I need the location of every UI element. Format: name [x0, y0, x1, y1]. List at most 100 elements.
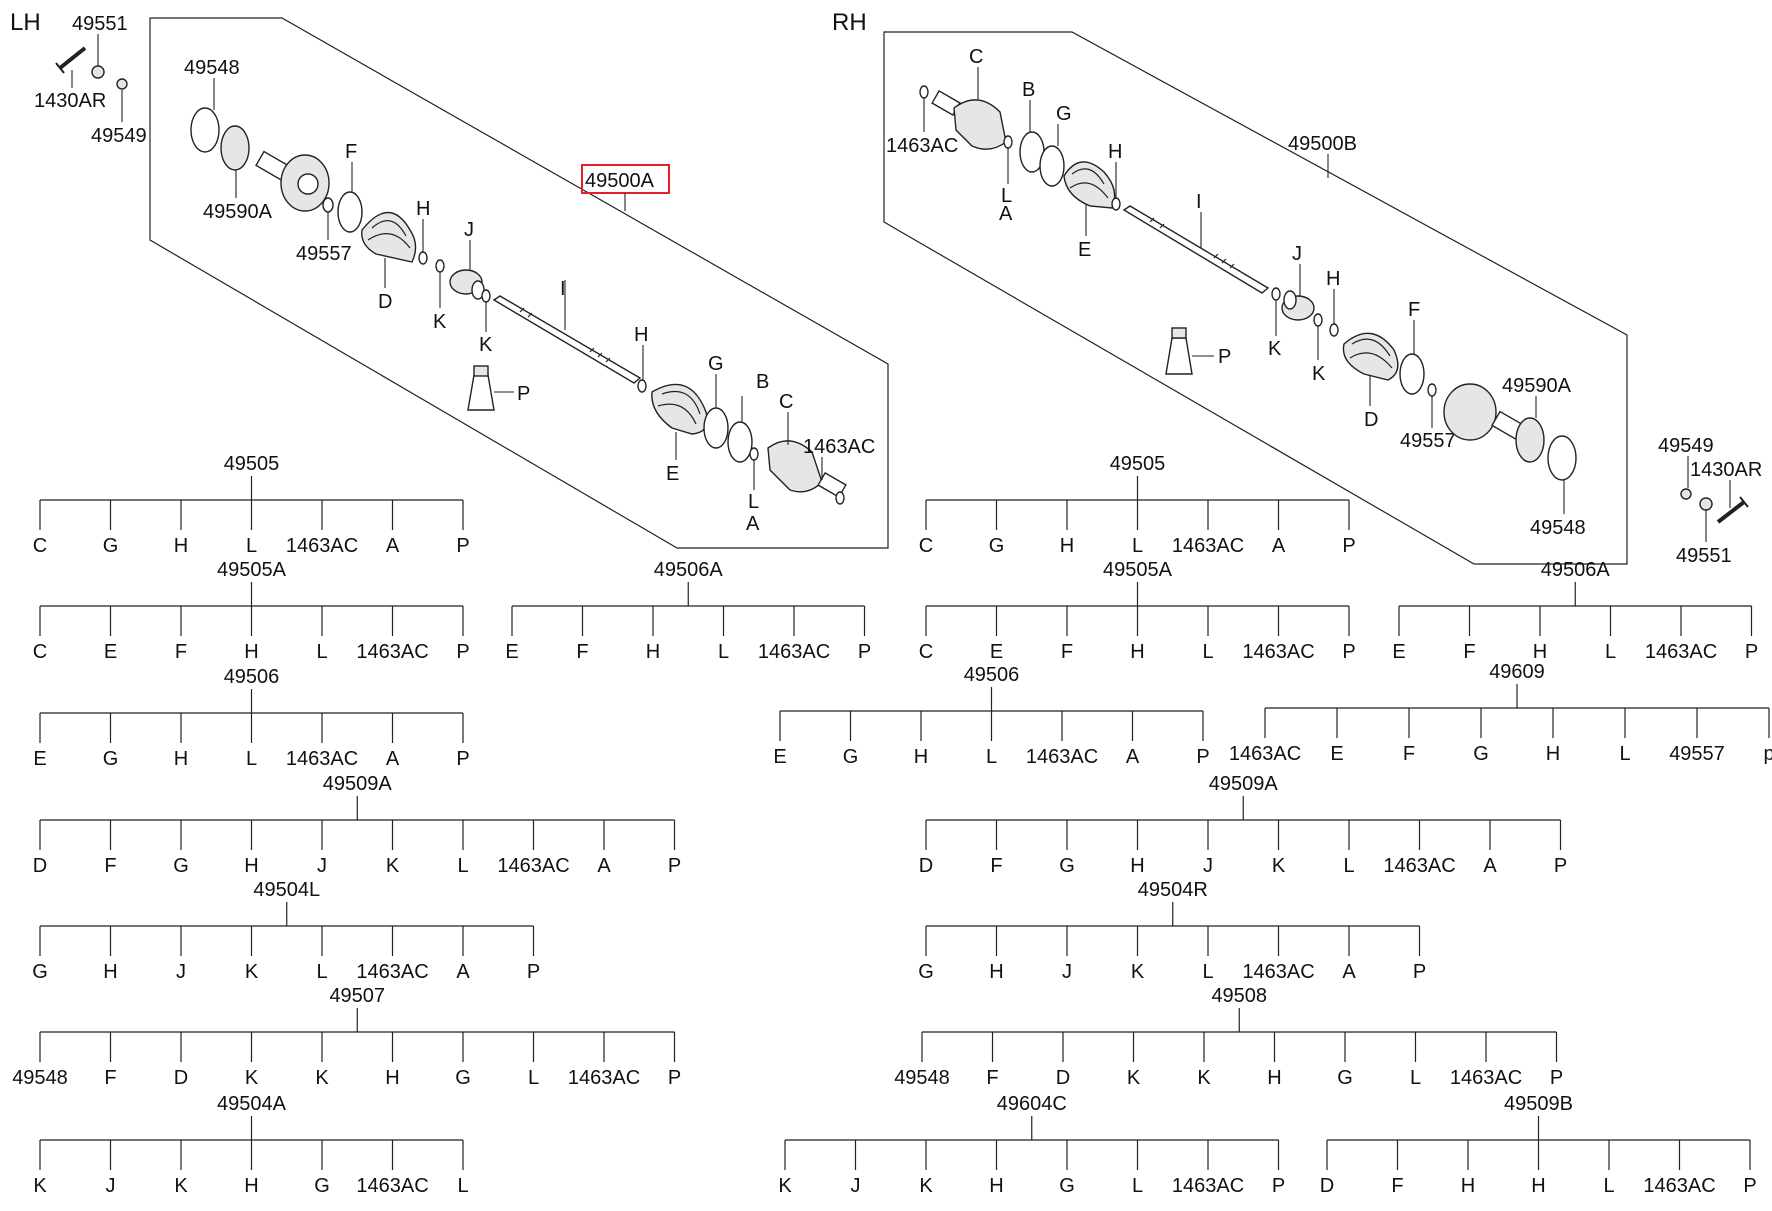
kit-item[interactable]: A: [1126, 746, 1140, 768]
kit-item[interactable]: L: [718, 641, 729, 663]
kit-item[interactable]: J: [1203, 855, 1213, 877]
kit-item[interactable]: P: [1413, 961, 1426, 983]
kit-item[interactable]: K: [919, 1175, 933, 1197]
kit-code[interactable]: 49508: [1211, 985, 1267, 1007]
kit-item[interactable]: C: [33, 641, 47, 663]
kit-item[interactable]: H: [385, 1067, 399, 1089]
kit-item[interactable]: 1463AC: [758, 641, 830, 663]
kit-item[interactable]: E: [990, 641, 1003, 663]
kit-item[interactable]: A: [1272, 535, 1286, 557]
kit-item[interactable]: P: [527, 961, 540, 983]
kit-item[interactable]: F: [1463, 641, 1475, 663]
kit-item[interactable]: L: [1132, 535, 1143, 557]
kit-item[interactable]: P: [1272, 1175, 1285, 1197]
kit-code[interactable]: 49506A: [1541, 559, 1611, 581]
kit-item[interactable]: D: [919, 855, 933, 877]
kit-code[interactable]: 49506: [964, 664, 1020, 686]
kit-item[interactable]: E: [1330, 743, 1343, 765]
kit-item[interactable]: K: [1131, 961, 1145, 983]
kit-item[interactable]: C: [919, 641, 933, 663]
kit-code[interactable]: 49509A: [323, 773, 393, 795]
kit-item[interactable]: L: [457, 1175, 468, 1197]
kit-item[interactable]: H: [1130, 855, 1144, 877]
kit-item[interactable]: C: [33, 535, 47, 557]
kit-item[interactable]: D: [1056, 1067, 1070, 1089]
kit-item[interactable]: G: [843, 746, 859, 768]
kit-item[interactable]: P: [858, 641, 871, 663]
kit-item[interactable]: 1463AC: [1172, 535, 1244, 557]
kit-item[interactable]: H: [174, 748, 188, 770]
kit-item[interactable]: L: [1343, 855, 1354, 877]
kit-item[interactable]: K: [1197, 1067, 1211, 1089]
kit-item[interactable]: G: [455, 1067, 471, 1089]
kit-item[interactable]: P: [1743, 1175, 1756, 1197]
kit-item[interactable]: C: [919, 535, 933, 557]
kit-item[interactable]: P: [668, 855, 681, 877]
kit-item[interactable]: 49548: [12, 1067, 68, 1089]
kit-item[interactable]: F: [104, 855, 116, 877]
kit-item[interactable]: 1463AC: [286, 748, 358, 770]
kit-code[interactable]: 49609: [1489, 661, 1545, 683]
kit-item[interactable]: L: [986, 746, 997, 768]
kit-item[interactable]: G: [989, 535, 1005, 557]
kit-item[interactable]: P: [668, 1067, 681, 1089]
kit-item[interactable]: 1463AC: [286, 535, 358, 557]
kit-item[interactable]: H: [1130, 641, 1144, 663]
kit-item[interactable]: A: [386, 748, 400, 770]
kit-item[interactable]: G: [1059, 855, 1075, 877]
kit-item[interactable]: 1463AC: [1450, 1067, 1522, 1089]
kit-item[interactable]: K: [1272, 855, 1286, 877]
kit-item[interactable]: H: [1533, 641, 1547, 663]
kit-item[interactable]: G: [918, 961, 934, 983]
kit-item[interactable]: P: [1554, 855, 1567, 877]
kit-item[interactable]: F: [990, 855, 1002, 877]
kit-code[interactable]: 49509B: [1504, 1093, 1573, 1115]
kit-code[interactable]: 49505A: [217, 559, 287, 581]
kit-item[interactable]: A: [386, 535, 400, 557]
kit-item[interactable]: 1463AC: [356, 1175, 428, 1197]
kit-item[interactable]: 1463AC: [1229, 743, 1301, 765]
kit-item[interactable]: G: [1059, 1175, 1075, 1197]
kit-item[interactable]: G: [103, 535, 119, 557]
kit-item[interactable]: G: [314, 1175, 330, 1197]
kit-item[interactable]: 1463AC: [497, 855, 569, 877]
rh-assembly-number[interactable]: 49500B: [1288, 133, 1357, 155]
kit-item[interactable]: K: [315, 1067, 329, 1089]
kit-item[interactable]: H: [989, 1175, 1003, 1197]
kit-item[interactable]: L: [1202, 641, 1213, 663]
kit-item[interactable]: H: [989, 961, 1003, 983]
kit-item[interactable]: 1463AC: [1242, 961, 1314, 983]
kit-item[interactable]: H: [1546, 743, 1560, 765]
kit-code[interactable]: 49604C: [997, 1093, 1067, 1115]
kit-code[interactable]: 49505: [224, 453, 280, 475]
kit-item[interactable]: F: [1403, 743, 1415, 765]
kit-item[interactable]: F: [986, 1067, 998, 1089]
kit-item[interactable]: 1463AC: [1172, 1175, 1244, 1197]
kit-item[interactable]: G: [173, 855, 189, 877]
kit-item[interactable]: J: [176, 961, 186, 983]
kit-item[interactable]: F: [1061, 641, 1073, 663]
kit-item[interactable]: L: [1603, 1175, 1614, 1197]
kit-item[interactable]: G: [103, 748, 119, 770]
kit-item[interactable]: E: [773, 746, 786, 768]
kit-item[interactable]: H: [646, 641, 660, 663]
kit-item[interactable]: D: [174, 1067, 188, 1089]
kit-item[interactable]: E: [1392, 641, 1405, 663]
kit-item[interactable]: H: [1267, 1067, 1281, 1089]
kit-item[interactable]: J: [317, 855, 327, 877]
kit-code[interactable]: 49504A: [217, 1093, 287, 1115]
kit-item[interactable]: 1463AC: [1643, 1175, 1715, 1197]
kit-item[interactable]: H: [244, 855, 258, 877]
kit-code[interactable]: 49506: [224, 666, 280, 688]
kit-item[interactable]: H: [103, 961, 117, 983]
kit-item[interactable]: P: [1342, 641, 1355, 663]
kit-item[interactable]: K: [778, 1175, 792, 1197]
kit-item[interactable]: H: [1531, 1175, 1545, 1197]
kit-code[interactable]: 49505A: [1103, 559, 1173, 581]
kit-code[interactable]: 49504L: [253, 879, 320, 901]
kit-item[interactable]: K: [245, 1067, 259, 1089]
kit-item[interactable]: F: [576, 641, 588, 663]
kit-item[interactable]: K: [174, 1175, 188, 1197]
kit-item[interactable]: D: [1320, 1175, 1334, 1197]
kit-item[interactable]: L: [246, 748, 257, 770]
